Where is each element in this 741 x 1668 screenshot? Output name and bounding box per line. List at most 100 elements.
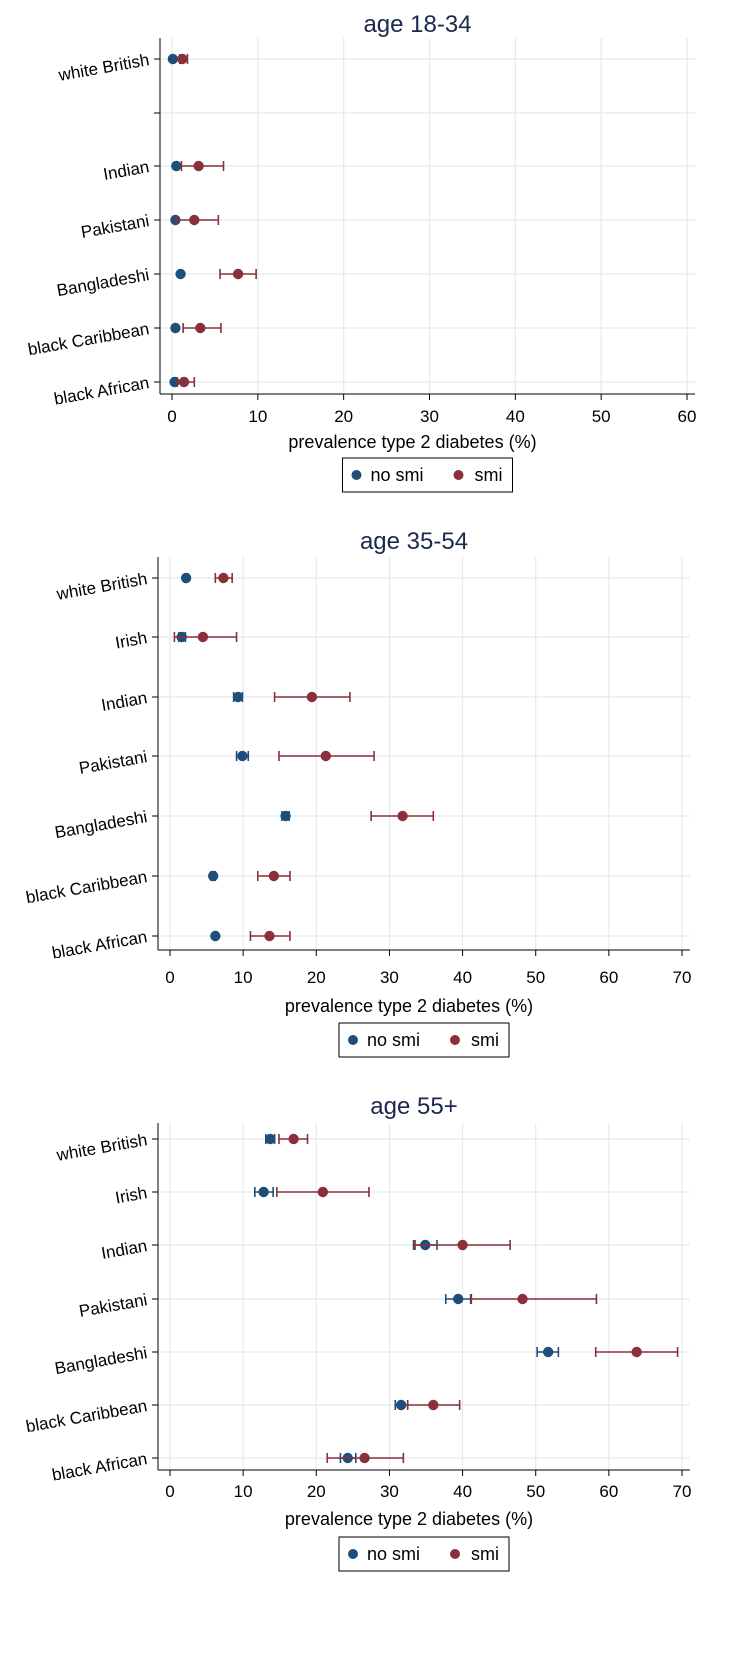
- data-point-no-smi: [207, 870, 219, 882]
- x-tick-label: 40: [453, 968, 472, 987]
- legend-label-no-smi: no smi: [367, 1030, 420, 1050]
- category-label: Bangladeshi: [55, 265, 150, 300]
- data-point-smi: [517, 1293, 528, 1305]
- x-tick-label: 50: [526, 968, 545, 987]
- data-point-no-smi: [265, 1133, 276, 1145]
- data-point-no-smi: [167, 53, 179, 65]
- category-label: Bangladeshi: [53, 807, 148, 842]
- x-tick-label: 50: [592, 407, 611, 426]
- data-point-smi: [306, 691, 318, 703]
- x-tick-label: 30: [420, 407, 439, 426]
- x-tick-label: 70: [673, 1482, 692, 1501]
- data-point-smi: [320, 750, 331, 762]
- category-label: white British: [56, 50, 151, 85]
- data-point-no-smi: [171, 160, 182, 172]
- x-tick-label: 60: [599, 1482, 618, 1501]
- data-point-no-smi: [170, 322, 181, 334]
- x-tick-label: 40: [453, 1482, 472, 1501]
- legend-marker-smi: [450, 1035, 460, 1045]
- legend-marker-smi: [450, 1549, 460, 1559]
- category-label: Irish: [114, 628, 149, 652]
- x-tick-label: 60: [678, 407, 697, 426]
- chart-title: age 35-54: [360, 528, 468, 555]
- data-point-no-smi: [170, 214, 181, 226]
- data-point-no-smi: [210, 930, 221, 942]
- legend-label-smi: smi: [471, 1030, 499, 1050]
- data-point-smi: [268, 870, 280, 882]
- category-label: Indian: [100, 1236, 149, 1263]
- category-label: Irish: [114, 1183, 149, 1207]
- x-axis-label: prevalence type 2 diabetes (%): [285, 1509, 533, 1529]
- data-point-smi: [428, 1399, 439, 1411]
- x-tick-label: 40: [506, 407, 525, 426]
- category-label: black African: [50, 927, 148, 962]
- x-axis-label: prevalence type 2 diabetes (%): [288, 432, 536, 452]
- x-tick-label: 60: [599, 968, 618, 987]
- category-label: Pakistani: [79, 211, 150, 242]
- data-point-smi: [218, 572, 229, 584]
- category-label: Indian: [100, 688, 149, 715]
- category-label: Pakistani: [77, 1290, 148, 1321]
- legend-box: [342, 457, 513, 493]
- category-label: white British: [54, 569, 149, 604]
- category-label: black African: [52, 373, 150, 408]
- legend: no smi smi: [338, 1536, 510, 1572]
- data-point-no-smi: [395, 1399, 407, 1411]
- data-point-no-smi: [280, 810, 291, 822]
- data-point-smi: [359, 1452, 370, 1464]
- data-point-smi: [288, 1133, 299, 1145]
- x-tick-label: 10: [248, 407, 267, 426]
- x-tick-label: 0: [167, 407, 176, 426]
- category-label: black African: [50, 1449, 148, 1484]
- chart-panel-3: age 55+ 0 10 20 30 40 50 60 70 white British Irish…: [24, 1093, 692, 1572]
- data-point-smi: [177, 53, 188, 65]
- legend-label-smi: smi: [471, 1544, 499, 1564]
- legend-marker-no-smi: [348, 1035, 358, 1045]
- chart-panel-1: age 18-34 0 10 20 30 40 50 60 white British India…: [26, 11, 697, 493]
- legend: no smi smi: [342, 457, 513, 493]
- legend: no smi smi: [338, 1022, 510, 1058]
- data-point-no-smi: [175, 268, 186, 280]
- data-point-no-smi: [180, 572, 192, 584]
- data-point-smi: [232, 268, 244, 280]
- chart-title: age 18-34: [363, 11, 471, 38]
- data-point-no-smi: [542, 1346, 554, 1358]
- x-tick-label: 30: [380, 968, 399, 987]
- chart-panel-2: age 35-54 0 10 20 30 40 50 60 70 white British Iri…: [24, 528, 692, 1058]
- category-label: Pakistani: [77, 747, 148, 778]
- x-tick-label: 50: [526, 1482, 545, 1501]
- legend-box: [338, 1536, 510, 1572]
- category-label: black Caribbean: [24, 867, 148, 907]
- data-point-smi: [317, 1186, 329, 1198]
- data-point-smi: [397, 810, 408, 822]
- x-tick-label: 10: [234, 968, 253, 987]
- data-point-no-smi: [258, 1186, 269, 1198]
- x-tick-label: 0: [165, 1482, 174, 1501]
- data-point-smi: [178, 376, 190, 388]
- data-point-smi: [195, 322, 206, 334]
- category-label: Indian: [102, 157, 151, 184]
- category-label: Bangladeshi: [53, 1343, 148, 1378]
- x-tick-label: 0: [165, 968, 174, 987]
- x-tick-label: 20: [307, 1482, 326, 1501]
- x-axis-label: prevalence type 2 diabetes (%): [285, 996, 533, 1016]
- legend-box: [338, 1022, 510, 1058]
- data-point-smi: [193, 160, 204, 172]
- data-point-smi: [197, 631, 209, 643]
- category-label: black Caribbean: [24, 1396, 148, 1436]
- x-tick-label: 20: [307, 968, 326, 987]
- category-label: black Caribbean: [26, 319, 150, 359]
- data-point-smi: [189, 214, 200, 226]
- legend-marker-no-smi: [351, 470, 362, 480]
- category-label: white British: [54, 1130, 149, 1165]
- data-point-no-smi: [232, 691, 244, 703]
- x-tick-label: 70: [673, 968, 692, 987]
- legend-marker-smi: [453, 470, 464, 480]
- legend-label-smi: smi: [475, 465, 503, 485]
- x-tick-label: 20: [334, 407, 353, 426]
- legend-label-no-smi: no smi: [367, 1544, 420, 1564]
- legend-marker-no-smi: [348, 1549, 358, 1559]
- x-tick-label: 30: [380, 1482, 399, 1501]
- data-point-smi: [264, 930, 275, 942]
